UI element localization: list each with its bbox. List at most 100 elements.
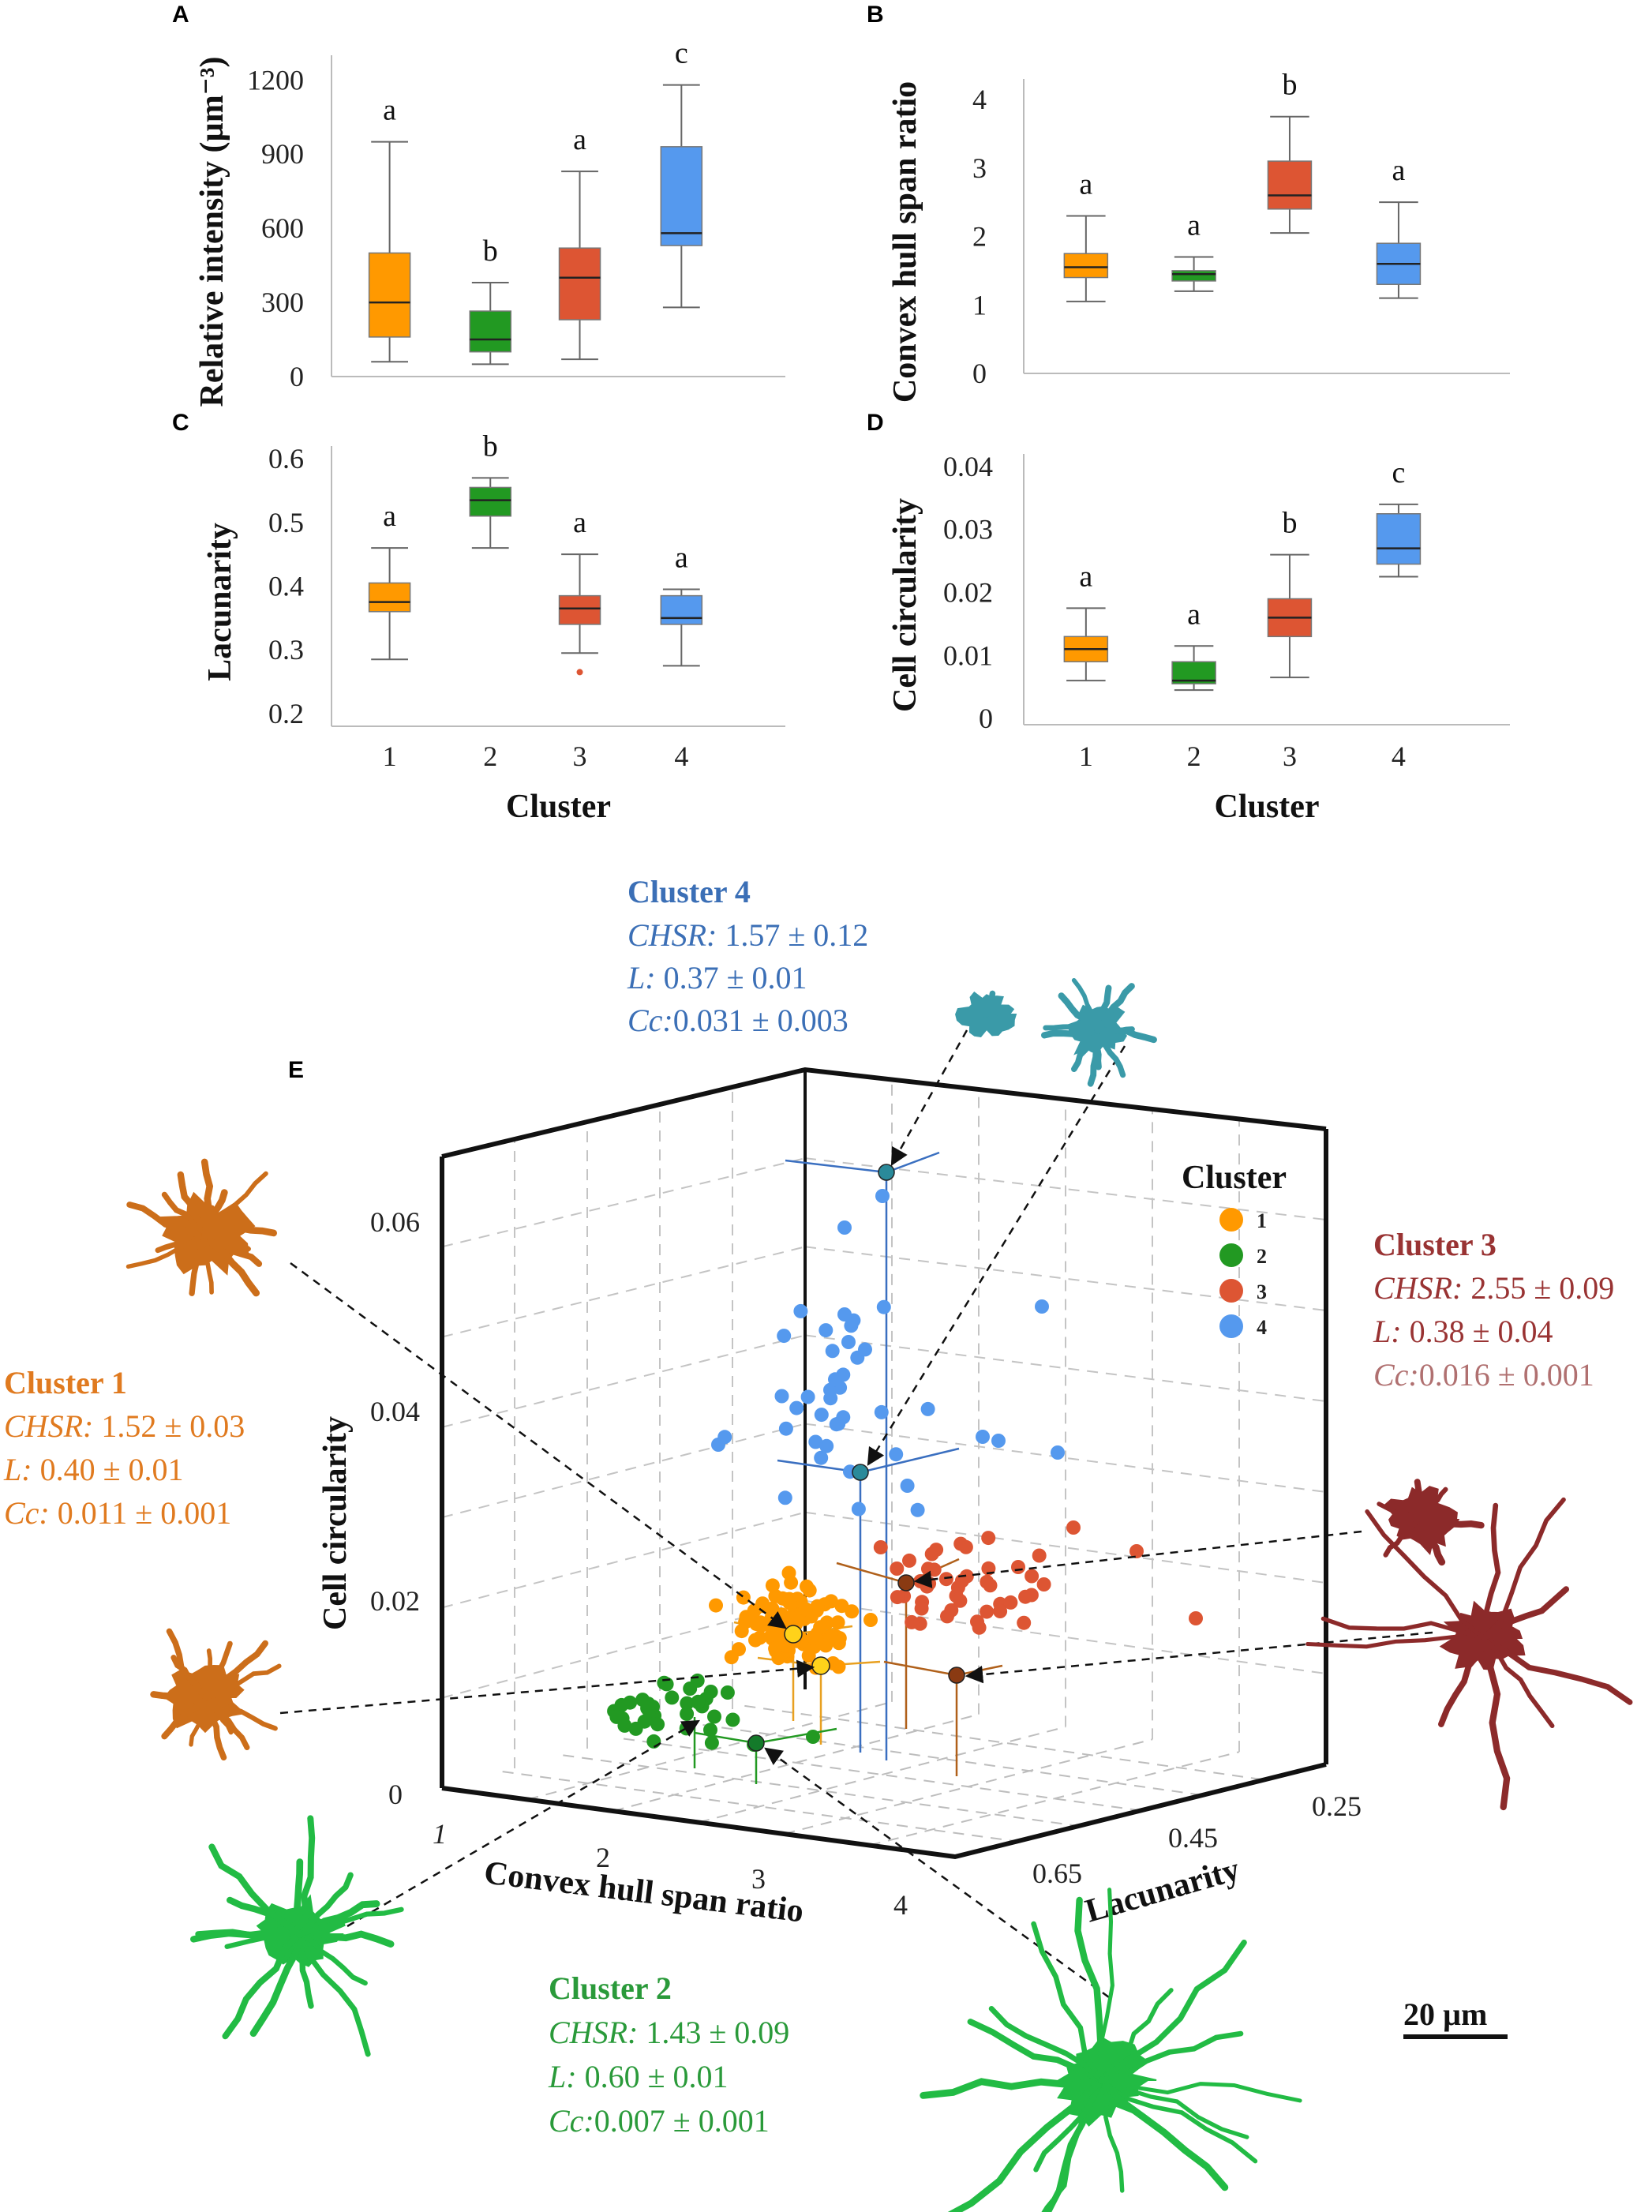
box-cluster-3: b [1267, 507, 1313, 679]
box-cluster-1: a [368, 500, 411, 661]
cell-process [222, 1930, 304, 2040]
cell-process [166, 1628, 208, 1700]
cell-process [202, 1640, 268, 1700]
y-tick-label: 900 [261, 138, 304, 170]
scatter-point [623, 1695, 638, 1710]
scatter-point [1129, 1544, 1144, 1558]
scatter-point [814, 1450, 829, 1465]
scatter-point [798, 1602, 813, 1617]
scatter-point [837, 1307, 852, 1322]
cell-process [947, 2076, 1105, 2212]
cell-process [1033, 2077, 1104, 2173]
cell-process [1099, 2078, 1258, 2164]
significance-letter: b [483, 429, 498, 463]
scatter-cluster-3 [873, 1520, 1203, 1635]
cell-process [155, 1692, 208, 1701]
significance-letter: c [1392, 456, 1405, 489]
panel-letter-d: D [867, 410, 884, 436]
leader-c3-a [913, 1530, 1362, 1588]
scatter-point [1017, 1615, 1032, 1630]
significance-letter: a [675, 542, 688, 575]
scatter-point [837, 1220, 852, 1235]
y-tick-label: 0.3 [268, 634, 304, 665]
scatter-point [680, 1707, 695, 1721]
scatter-point [777, 1329, 792, 1344]
y-axis-label: Lacunarity [1081, 1851, 1244, 1930]
box-cluster-4: a [1376, 154, 1422, 299]
cell-process [1043, 1022, 1100, 1033]
boxplot-panel-b: 0 1 2 3 4 Convex hull span ratio a a b a [887, 69, 1510, 403]
cell-process [1438, 1635, 1487, 1727]
leader-c2-a [347, 1719, 700, 1928]
cell-process [1070, 1027, 1100, 1073]
cell-process [161, 1191, 208, 1239]
wall-grid-line [441, 1246, 806, 1338]
annotation-cluster2: Cluster 2 CHSR: 1.43 ± 0.09 L: 0.60 ± 0.… [548, 1970, 789, 2139]
y-tick-label: 0.6 [268, 443, 304, 474]
z-tick-3: 0.06 [370, 1206, 420, 1238]
x-axis-label: Cluster [506, 789, 611, 825]
annotation-title-c2: Cluster 2 [549, 1970, 672, 2006]
boxplot-panel-a: 0 300 600 900 1200 Relative intensity (µm⁻³) a… [194, 37, 785, 407]
scatter-point [953, 1536, 968, 1551]
cross-cluster3-b [883, 1660, 1003, 1677]
cell-process [1099, 2078, 1125, 2193]
annotation-chsr-c3: CHSR: 2.55 ± 0.09 [1373, 1270, 1614, 1306]
scatter3d-panel-e: 0 0.02 0.04 0.06 Cell circularity 1 2 3 … [3, 874, 1633, 2212]
scatter-point [858, 1342, 872, 1357]
scatter-point [691, 1694, 706, 1709]
scatter-cluster-2 [607, 1673, 820, 1752]
annotation-cc-c2: Cc:0.007 ± 0.001 [549, 2103, 770, 2139]
legend-swatch-2 [1219, 1243, 1243, 1267]
x-tick-label: 3 [1283, 740, 1297, 772]
scatter-point [774, 1607, 789, 1622]
scatter-point [800, 1389, 815, 1404]
scatter-point [635, 1693, 650, 1708]
cell-silhouettes [125, 977, 1633, 2212]
centroid-cluster4-b [852, 1464, 869, 1481]
legend: Cluster 1 2 3 4 [1182, 1160, 1287, 1339]
significance-letter: b [483, 234, 498, 268]
z-axis-ticks: 0 0.02 0.04 0.06 [370, 1206, 420, 1810]
scatter-point [981, 1531, 996, 1546]
x-tick-label: 1 [1079, 740, 1093, 772]
y-tick-label: 0.01 [943, 639, 993, 671]
scatter-point [1051, 1445, 1065, 1460]
scatter-point [902, 1553, 916, 1568]
scatter-cluster-1 [709, 1565, 878, 1675]
significance-letter: c [675, 37, 688, 70]
scatter-point [825, 1344, 840, 1359]
scatter-point [690, 1673, 705, 1688]
leader-c4-a [890, 1029, 968, 1166]
box-cluster-1: a [1063, 167, 1109, 302]
cell-process [1365, 1509, 1486, 1640]
cell-process [202, 1640, 233, 1700]
scatter-point [876, 1299, 891, 1314]
scatter-point [711, 1438, 725, 1452]
cell-process [1098, 1939, 1247, 2083]
cell-process [1305, 1634, 1486, 1649]
annotation-cc-c4: Cc:0.031 ± 0.003 [627, 1003, 848, 1038]
cell-process [189, 1232, 208, 1296]
x-tick-label: 4 [674, 740, 688, 772]
annotation-l-c3: L: 0.38 ± 0.04 [1373, 1314, 1553, 1349]
boxplot-panel-d: 0 0.01 0.02 0.03 0.04 Cell circularity a 1 a 2 b 3 c… [887, 451, 1510, 825]
y-axis-ticks: 0.25 0.45 0.65 [1032, 1790, 1362, 1889]
scatter-point [929, 1543, 944, 1558]
scatter-point [863, 1613, 878, 1627]
cell-process [297, 1906, 404, 1937]
cell-process [1040, 1026, 1101, 1039]
z-tick-1: 0.02 [370, 1585, 420, 1617]
cell-process [1481, 1586, 1570, 1641]
box-cluster-3: b [1267, 69, 1313, 234]
floor-grid-line [869, 1751, 1240, 1846]
legend-label-2: 2 [1257, 1245, 1267, 1268]
scatter-point [793, 1303, 808, 1318]
wall-grid-line [441, 1511, 806, 1609]
scatter-point [765, 1578, 780, 1593]
panel-letter-b: B [867, 2, 884, 28]
cell-process [296, 1815, 316, 1938]
scatter-point [777, 1490, 792, 1505]
significance-letter: a [383, 500, 396, 533]
y-tick-label: 1200 [247, 64, 304, 96]
